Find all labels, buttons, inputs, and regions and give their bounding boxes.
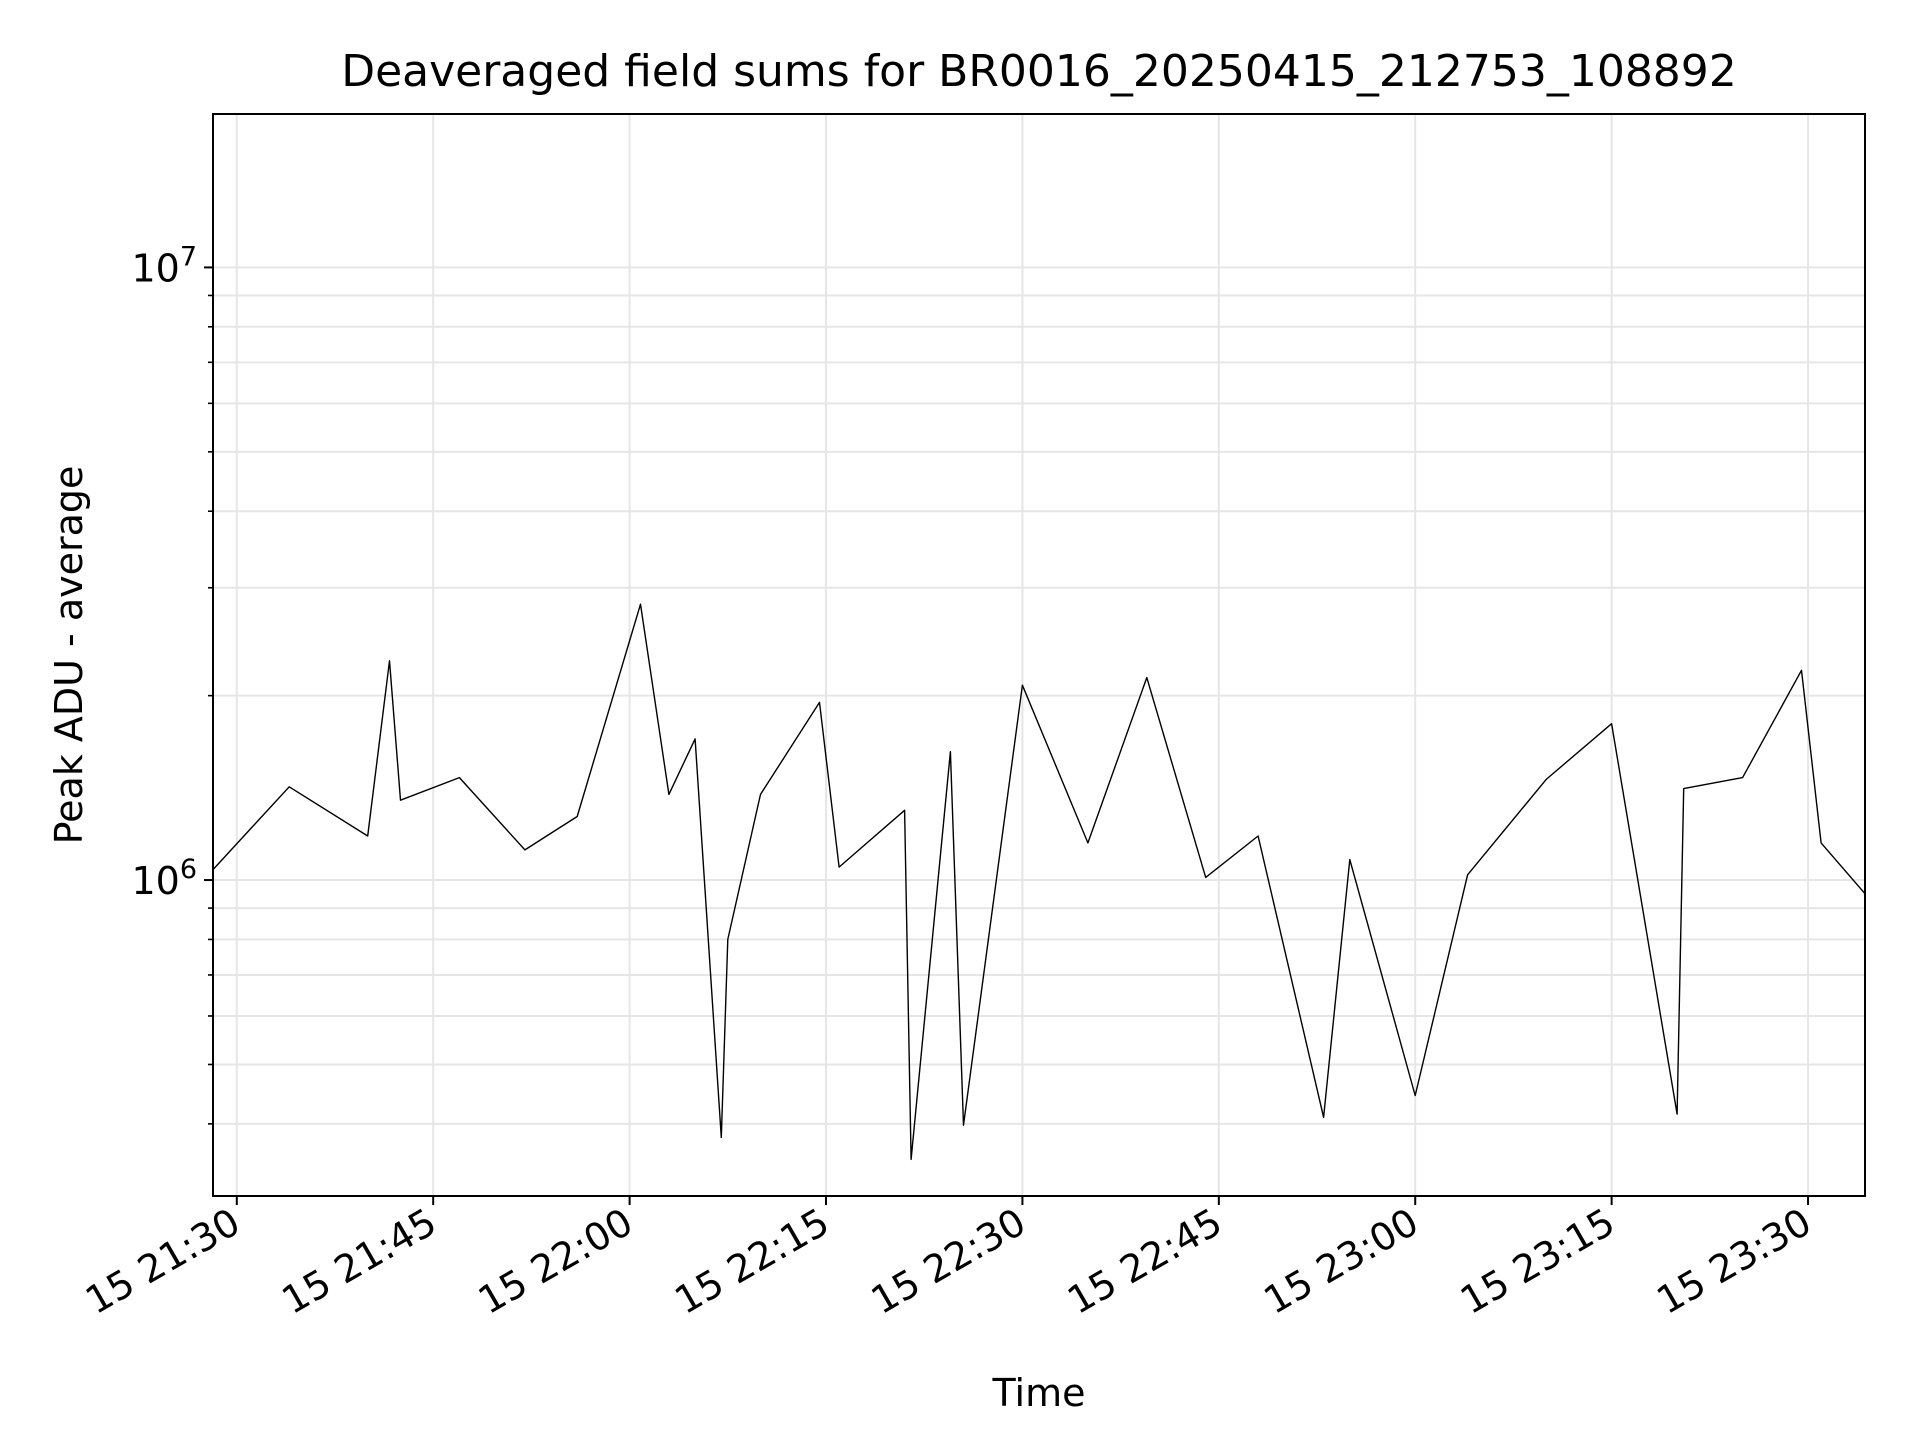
y-tick-label: 107 (131, 241, 197, 290)
x-axis-label: Time (992, 1371, 1086, 1415)
grid (213, 114, 1865, 1196)
data-series (212, 603, 1866, 1161)
y-axis-label: Peak ADU - average (47, 466, 91, 845)
y-tick-label: 106 (131, 854, 197, 903)
plot-frame (212, 113, 1866, 1197)
chart-title: Deaveraged field sums for BR0016_2025041… (341, 46, 1737, 97)
series-line (212, 603, 1866, 1161)
